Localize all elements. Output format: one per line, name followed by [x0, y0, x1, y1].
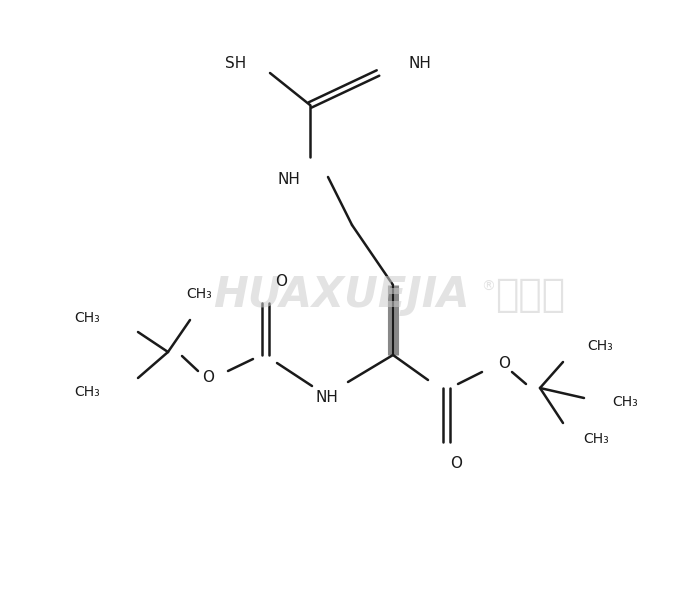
- Text: O: O: [498, 356, 510, 372]
- Text: NH: NH: [315, 391, 338, 406]
- Text: 化学加: 化学加: [495, 276, 565, 314]
- Text: ®: ®: [481, 280, 495, 294]
- Text: O: O: [202, 371, 214, 385]
- Text: NH: NH: [277, 172, 300, 186]
- Text: O: O: [450, 456, 462, 471]
- Text: CH₃: CH₃: [74, 385, 100, 399]
- Text: CH₃: CH₃: [74, 311, 100, 325]
- Text: CH₃: CH₃: [612, 395, 638, 409]
- Text: NH: NH: [408, 56, 431, 70]
- Text: CH₃: CH₃: [583, 432, 609, 446]
- Text: CH₃: CH₃: [587, 339, 612, 353]
- Text: SH: SH: [225, 56, 246, 70]
- Text: HUAXUEJIA: HUAXUEJIA: [213, 274, 469, 316]
- Text: O: O: [275, 274, 287, 288]
- Text: CH₃: CH₃: [186, 287, 211, 301]
